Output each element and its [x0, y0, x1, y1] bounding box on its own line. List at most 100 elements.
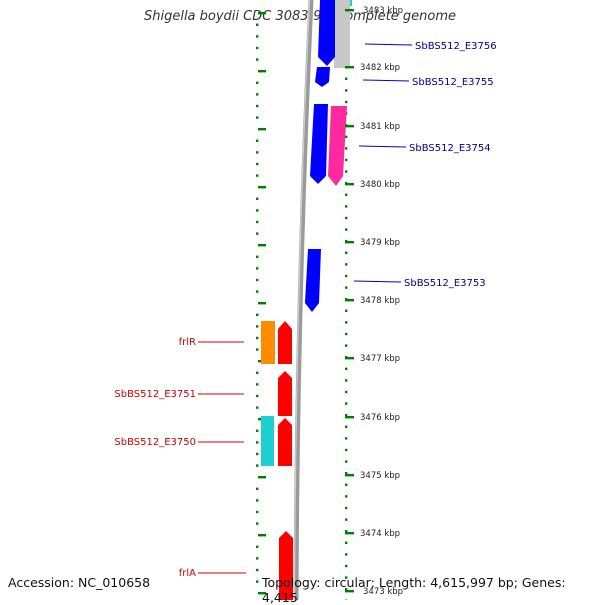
outer-tick	[345, 263, 347, 265]
inner-tick	[256, 314, 258, 316]
inner-tick	[256, 279, 258, 281]
outer-tick	[345, 228, 347, 230]
inner-tick	[256, 24, 258, 26]
inner-tick	[256, 522, 258, 524]
outer-tick	[345, 379, 347, 381]
outer-tick	[345, 275, 347, 277]
gene-SbBS512_E3754[interactable]	[310, 104, 328, 184]
inner-tick	[256, 464, 258, 466]
label-leader-line	[354, 281, 401, 282]
outer-tick	[345, 170, 347, 172]
gene-label: SbBS512_E3756	[415, 41, 497, 52]
major-tick	[345, 9, 354, 11]
outer-tick	[345, 449, 347, 451]
gene-SbBS512_E3751[interactable]	[278, 371, 292, 416]
outer-tick	[345, 136, 347, 138]
inner-tick	[256, 35, 258, 37]
gene-frlR[interactable]	[261, 321, 275, 364]
inner-tick	[256, 372, 258, 374]
outer-tick	[345, 101, 347, 103]
inner-tick	[256, 499, 258, 501]
outer-tick	[345, 147, 347, 149]
inner-tick	[256, 383, 258, 385]
gene-cyan-3750[interactable]	[261, 416, 274, 466]
label-leader-line	[365, 44, 412, 45]
outer-tick	[345, 391, 347, 393]
inner-tick	[256, 557, 258, 559]
inner-tick	[258, 70, 266, 72]
outer-tick	[345, 344, 347, 346]
topology-text: Topology: circular; Length: 4,615,997 bp…	[262, 575, 600, 605]
outer-tick	[345, 89, 347, 91]
inner-tick	[258, 186, 266, 188]
major-tick	[345, 66, 354, 68]
gene-SbBS512_E3753[interactable]	[305, 249, 321, 312]
kbp-label: 3483 kbp	[363, 6, 403, 16]
kbp-label: 3481 kbp	[360, 122, 400, 132]
inner-tick	[258, 302, 266, 304]
inner-tick	[258, 128, 266, 130]
outer-tick	[345, 565, 347, 567]
inner-tick	[256, 430, 258, 432]
outer-tick	[345, 321, 347, 323]
inner-tick	[258, 12, 266, 14]
outer-tick	[345, 252, 347, 254]
inner-tick	[256, 58, 258, 60]
inner-tick	[256, 163, 258, 165]
major-tick	[345, 183, 354, 185]
outer-tick	[345, 553, 347, 555]
inner-tick	[258, 244, 266, 246]
outer-tick	[345, 205, 347, 207]
gene-label: SbBS512_E3754	[409, 143, 491, 154]
gene-SbBS512_E3755[interactable]	[315, 67, 330, 87]
label-leader-line	[363, 80, 409, 81]
inner-tick	[256, 546, 258, 548]
inner-tick	[256, 580, 258, 582]
outer-tick	[345, 310, 347, 312]
gene-label: frlR	[179, 337, 196, 348]
major-tick	[345, 532, 354, 534]
inner-tick	[256, 256, 258, 258]
inner-tick	[256, 569, 258, 571]
major-tick	[345, 241, 354, 243]
outer-tick	[345, 286, 347, 288]
outer-tick	[345, 402, 347, 404]
inner-tick	[256, 337, 258, 339]
gene-red-frlR-adjacent[interactable]	[278, 321, 292, 364]
inner-tick	[256, 116, 258, 118]
inner-tick	[256, 453, 258, 455]
gene-magenta-3754[interactable]	[328, 106, 347, 186]
major-tick	[345, 299, 354, 301]
kbp-label: 3482 kbp	[360, 63, 400, 73]
gene-SbBS512_E3756[interactable]	[318, 0, 335, 66]
kbp-label: 3479 kbp	[360, 238, 400, 248]
inner-tick	[256, 406, 258, 408]
outer-tick	[345, 78, 347, 80]
outer-tick	[345, 333, 347, 335]
gene-SbBS512_E3750[interactable]	[278, 418, 292, 466]
major-tick	[345, 474, 354, 476]
outer-tick	[345, 159, 347, 161]
inner-tick	[258, 534, 266, 536]
outer-tick	[345, 217, 347, 219]
inner-tick	[256, 82, 258, 84]
kbp-label: 3477 kbp	[360, 354, 400, 364]
outer-tick	[345, 542, 347, 544]
inner-tick	[256, 290, 258, 292]
kbp-label: 3474 kbp	[360, 529, 400, 539]
inner-tick	[256, 325, 258, 327]
inner-tick	[256, 47, 258, 49]
inner-tick	[256, 209, 258, 211]
inner-tick	[256, 93, 258, 95]
outer-tick	[345, 507, 347, 509]
gene-label: SbBS512_E3750	[114, 437, 196, 448]
inner-tick	[256, 488, 258, 490]
gene-label: SbBS512_E3751	[114, 389, 196, 400]
outer-tick	[345, 495, 347, 497]
accession-text: Accession: NC_010658	[8, 575, 150, 590]
kbp-label: 3476 kbp	[360, 413, 400, 423]
inner-tick	[256, 140, 258, 142]
kbp-label: 3478 kbp	[360, 296, 400, 306]
